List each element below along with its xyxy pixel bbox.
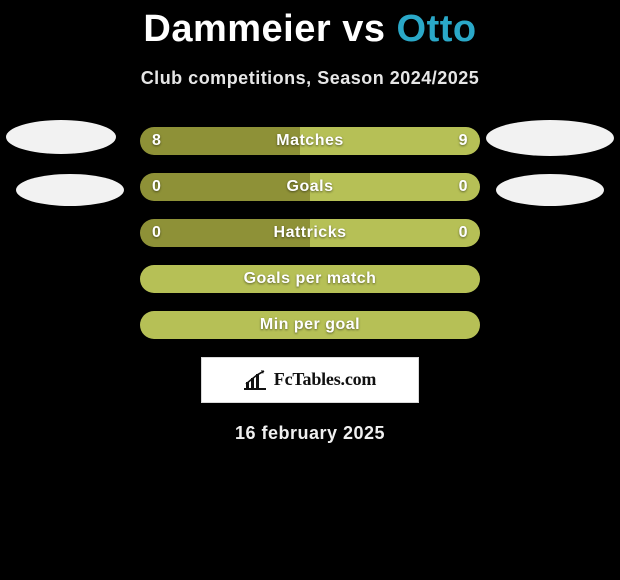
stat-label: Goals [287, 178, 334, 196]
value-right: 9 [459, 132, 468, 150]
value-left: 0 [152, 224, 161, 242]
date: 16 february 2025 [0, 423, 620, 444]
player1-name: Dammeier [143, 8, 331, 50]
stat-row-hattricks: 0 0 Hattricks [140, 219, 480, 247]
comparison-chart: 8 9 Matches 0 0 Goals 0 0 Hattricks Goals per mat… [0, 127, 620, 339]
stat-row-goals: 0 0 Goals [140, 173, 480, 201]
stat-label: Goals per match [244, 270, 377, 288]
stat-row-goals-per-match: Goals per match [140, 265, 480, 293]
player2-name: Otto [397, 8, 477, 50]
value-left: 8 [152, 132, 161, 150]
stat-row-min-per-goal: Min per goal [140, 311, 480, 339]
fctables-logo: FcTables.com [201, 357, 419, 403]
bar-right [310, 173, 480, 201]
logo-text: FcTables.com [274, 369, 376, 390]
team-badge [16, 174, 124, 206]
value-left: 0 [152, 178, 161, 196]
team-badge [486, 120, 614, 156]
comparison-title: Dammeier vs Otto [0, 0, 620, 50]
vs-label: vs [342, 8, 385, 50]
bar-left [140, 173, 310, 201]
bar-chart-icon [244, 370, 266, 390]
stat-label: Hattricks [274, 224, 347, 242]
stat-label: Min per goal [260, 316, 360, 334]
stat-label: Matches [276, 132, 344, 150]
subtitle: Club competitions, Season 2024/2025 [0, 68, 620, 89]
team-badge [496, 174, 604, 206]
stat-row-matches: 8 9 Matches [140, 127, 480, 155]
value-right: 0 [459, 178, 468, 196]
team-badge [6, 120, 116, 154]
value-right: 0 [459, 224, 468, 242]
